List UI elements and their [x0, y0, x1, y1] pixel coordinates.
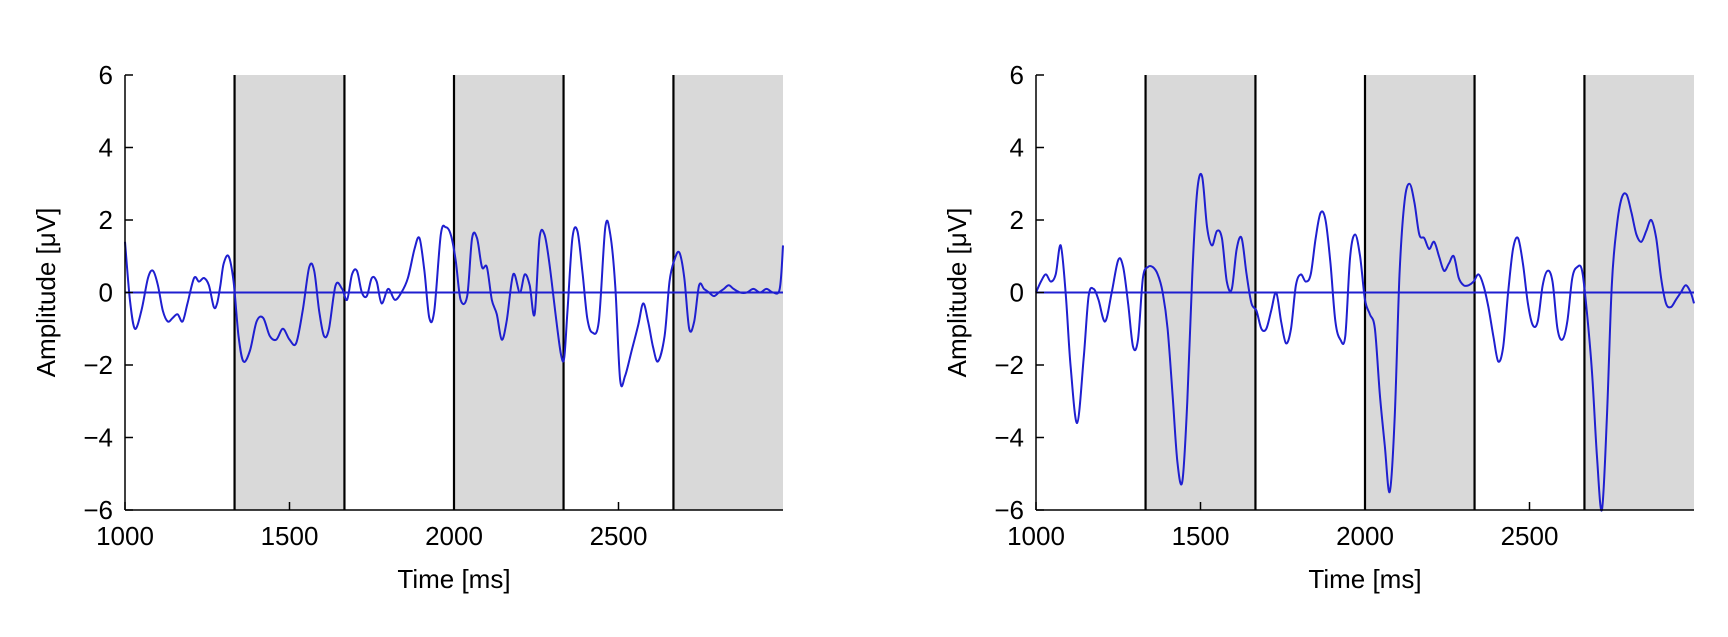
y-tick-label: −4 [994, 423, 1024, 453]
x-tick-label: 2500 [1501, 521, 1559, 551]
x-tick-label: 1000 [96, 521, 154, 551]
y-tick-label: −6 [83, 495, 113, 525]
waveform-line [124, 219, 784, 388]
y-tick-label: 0 [99, 278, 113, 308]
y-tick-label: 0 [1010, 278, 1024, 308]
waveform-line [1035, 172, 1695, 512]
y-tick-label: −6 [994, 495, 1024, 525]
y-tick-label: 4 [1010, 133, 1024, 163]
chart-right: −6 −4 −2 0 2 4 6 1000 1500 2000 2500 Time [ms] Am… [942, 60, 1695, 594]
x-tick-label: 2000 [1336, 521, 1394, 551]
y-tick-label: 2 [1010, 205, 1024, 235]
y-tick-label: 6 [1010, 60, 1024, 90]
y-tick-label: 2 [99, 205, 113, 235]
x-tick-label: 1000 [1007, 521, 1065, 551]
y-tick-label: 6 [99, 60, 113, 90]
x-tick-label: 1500 [261, 521, 319, 551]
y-tick-label: 4 [99, 133, 113, 163]
x-axis-label: Time [ms] [397, 564, 510, 594]
y-tick-label: −2 [83, 350, 113, 380]
y-tick-label: −4 [83, 423, 113, 453]
y-axis-label: Amplitude [μV] [942, 208, 972, 378]
chart-left: −6 −4 −2 0 2 4 6 1000 1500 2000 2500 Time [ms] Am… [31, 60, 784, 594]
x-axis-label: Time [ms] [1308, 564, 1421, 594]
y-axis-label: Amplitude [μV] [31, 208, 61, 378]
y-tick-label: −2 [994, 350, 1024, 380]
x-tick-label: 2000 [425, 521, 483, 551]
x-tick-label: 2500 [590, 521, 648, 551]
x-tick-label: 1500 [1172, 521, 1230, 551]
